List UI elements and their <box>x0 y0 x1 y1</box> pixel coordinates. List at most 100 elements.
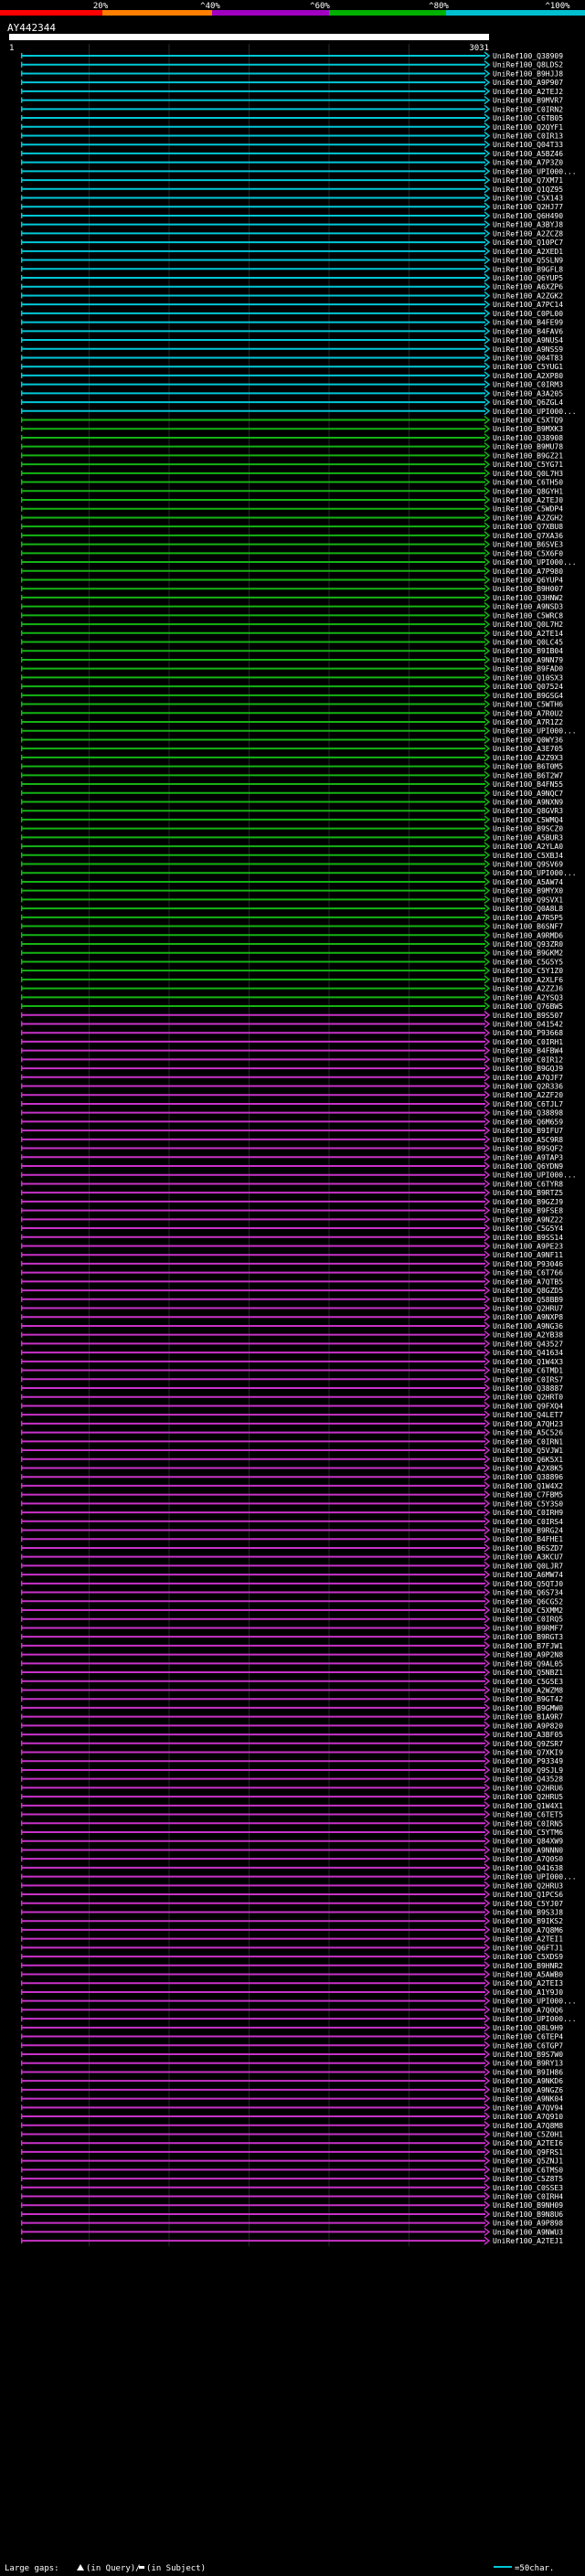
hit-label[interactable]: UniRef100_C5X6F0 <box>493 549 563 557</box>
hit-row[interactable]: UniRef100_Q8GYH1 <box>20 486 564 495</box>
hit-label[interactable]: UniRef100_B9GQJ9 <box>493 1065 563 1073</box>
hit-label[interactable]: UniRef100_A2YB38 <box>493 1331 563 1340</box>
hit-label[interactable]: UniRef100_A7R1Z2 <box>493 718 563 726</box>
hit-row[interactable]: UniRef100_A9RMD6 <box>20 930 564 939</box>
hit-label[interactable]: UniRef100_A9P907 <box>493 79 563 87</box>
hit-label[interactable]: UniRef100_A9NQC7 <box>493 790 563 798</box>
hit-label[interactable]: UniRef100_B9S3J8 <box>493 1908 563 1916</box>
hit-label[interactable]: UniRef100_Q6ZGL4 <box>493 398 563 407</box>
hit-row[interactable]: UniRef100_A3A205 <box>20 388 564 398</box>
hit-label[interactable]: UniRef100_Q07524 <box>493 683 563 691</box>
hit-label[interactable]: UniRef100_A3E705 <box>493 745 563 753</box>
hit-label[interactable]: UniRef100_C0SSE3 <box>493 2184 563 2192</box>
hit-row[interactable]: UniRef100_Q38908 <box>20 433 564 442</box>
hit-label[interactable]: UniRef100_Q1QZ95 <box>493 186 563 194</box>
hit-label[interactable]: UniRef100_Q5QTJ0 <box>493 1580 563 1588</box>
hit-row[interactable]: UniRef100_B9MXK3 <box>20 424 564 433</box>
hit-row[interactable]: UniRef100_P93349 <box>20 1756 564 1765</box>
hit-row[interactable]: UniRef100_B9MVR7 <box>20 96 564 105</box>
hit-row[interactable]: UniRef100_A2XED1 <box>20 247 564 256</box>
hit-row[interactable]: UniRef100_C0SSE3 <box>20 2183 564 2192</box>
hit-label[interactable]: UniRef100_A9NGZ6 <box>493 2086 563 2094</box>
hit-label[interactable]: UniRef100_A9NUS4 <box>493 336 563 345</box>
hit-row[interactable]: UniRef100_A2ZZJ6 <box>20 984 564 993</box>
hit-label[interactable]: UniRef100_B9S507 <box>493 1012 563 1020</box>
hit-label[interactable]: UniRef100_A2ZZJ6 <box>493 985 563 993</box>
hit-row[interactable]: UniRef100_Q6YUP5 <box>20 273 564 282</box>
hit-row[interactable]: UniRef100_B9GT42 <box>20 1694 564 1703</box>
hit-label[interactable]: UniRef100_Q2HRU6 <box>493 1784 563 1792</box>
hit-label[interactable]: UniRef100_A9NN79 <box>493 656 563 664</box>
hit-label[interactable]: UniRef100_A5C9R8 <box>493 1136 563 1144</box>
hit-row[interactable]: UniRef100_B9S507 <box>20 1011 564 1020</box>
hit-row[interactable]: UniRef100_Q58BB9 <box>20 1295 564 1304</box>
hit-row[interactable]: UniRef100_B9RG24 <box>20 1525 564 1535</box>
hit-label[interactable]: UniRef100_Q41638 <box>493 1864 563 1872</box>
hit-label[interactable]: UniRef100_B9HNR2 <box>493 1962 563 1970</box>
hit-label[interactable]: UniRef100_Q6YUP4 <box>493 576 563 584</box>
hit-label[interactable]: UniRef100_A9NXP8 <box>493 1313 563 1321</box>
hit-row[interactable]: UniRef100_A2X8K5 <box>20 1463 564 1472</box>
hit-row[interactable]: UniRef100_Q0WY36 <box>20 735 564 744</box>
hit-label[interactable]: UniRef100_Q84XW9 <box>493 1838 563 1846</box>
hit-row[interactable]: UniRef100_A9NSD3 <box>20 602 564 611</box>
hit-row[interactable]: UniRef100_C0IRM3 <box>20 380 564 389</box>
hit-label[interactable]: UniRef100_Q0L7H3 <box>493 470 563 478</box>
hit-row[interactable]: UniRef100_Q6H490 <box>20 211 564 220</box>
hit-row[interactable]: UniRef100_C6T766 <box>20 1268 564 1277</box>
hit-row[interactable]: UniRef100_C5Y3S0 <box>20 1499 564 1508</box>
hit-row[interactable]: UniRef100_UPI000... <box>20 557 577 567</box>
hit-row[interactable]: UniRef100_Q10PC7 <box>20 238 564 247</box>
hit-label[interactable]: UniRef100_Q8GZD5 <box>493 1287 563 1295</box>
hit-label[interactable]: UniRef100_P93046 <box>493 1260 563 1268</box>
hit-label[interactable]: UniRef100_C5G5E3 <box>493 1678 563 1686</box>
hit-label[interactable]: UniRef100_B6T0M5 <box>493 763 563 771</box>
hit-label[interactable]: UniRef100_Q2HRU5 <box>493 1793 563 1801</box>
hit-row[interactable]: UniRef100_C5G5Y5 <box>20 957 564 966</box>
hit-row[interactable]: UniRef100_Q9FRS1 <box>20 2147 564 2157</box>
hit-label[interactable]: UniRef100_UPI000... <box>493 408 577 416</box>
hit-row[interactable]: UniRef100_O41542 <box>20 1019 564 1028</box>
hit-row[interactable]: UniRef100_C7FBM5 <box>20 1490 564 1500</box>
hit-row[interactable]: UniRef100_Q6ZGL4 <box>20 398 564 407</box>
hit-row[interactable]: UniRef100_A2YLA0 <box>20 842 564 851</box>
hit-row[interactable]: UniRef100_Q6S734 <box>20 1587 564 1597</box>
hit-row[interactable]: UniRef100_A7Q0S0 <box>20 1854 564 1863</box>
hit-label[interactable]: UniRef100_A2ZGH2 <box>493 514 563 522</box>
hit-row[interactable]: UniRef100_B9IKS2 <box>20 1916 564 1925</box>
hit-row[interactable]: UniRef100_B9RGT3 <box>20 1632 564 1641</box>
hit-row[interactable]: UniRef100_UPI000... <box>20 407 577 416</box>
hit-label[interactable]: UniRef100_O41542 <box>493 1020 563 1028</box>
hit-label[interactable]: UniRef100_Q6M659 <box>493 1118 563 1126</box>
hit-label[interactable]: UniRef100_Q9SV69 <box>493 861 563 869</box>
hit-label[interactable]: UniRef100_B4FN55 <box>493 780 563 789</box>
hit-label[interactable]: UniRef100_B9RG24 <box>493 1527 563 1535</box>
hit-label[interactable]: UniRef100_A7PC14 <box>493 301 563 309</box>
hit-row[interactable]: UniRef100_A9TAP3 <box>20 1152 564 1161</box>
hit-label[interactable]: UniRef100_A2TEI3 <box>493 1979 563 1988</box>
hit-row[interactable]: UniRef100_A7Q910 <box>20 2112 564 2121</box>
hit-label[interactable]: UniRef100_C5XDS9 <box>493 1953 563 1961</box>
hit-row[interactable]: UniRef100_B9MU78 <box>20 442 564 451</box>
hit-row[interactable]: UniRef100_Q8LDS2 <box>20 60 564 69</box>
hit-row[interactable]: UniRef100_A2TEJ1 <box>20 2236 564 2245</box>
hit-row[interactable]: UniRef100_A5AW74 <box>20 877 564 886</box>
hit-label[interactable]: UniRef100_Q04T83 <box>493 354 563 362</box>
hit-row[interactable]: UniRef100_Q5SLN9 <box>20 255 564 265</box>
hit-row[interactable]: UniRef100_Q0L7H3 <box>20 469 564 478</box>
hit-label[interactable]: UniRef100_Q43527 <box>493 1340 563 1348</box>
hit-row[interactable]: UniRef100_A5C526 <box>20 1428 564 1437</box>
hit-label[interactable]: UniRef100_Q5NBZ1 <box>493 1669 563 1677</box>
hit-label[interactable]: UniRef100_B6SZD7 <box>493 1544 563 1553</box>
hit-row[interactable]: UniRef100_C5XDS9 <box>20 1952 564 1961</box>
hit-label[interactable]: UniRef100_C5WMQ4 <box>493 816 563 824</box>
hit-row[interactable]: UniRef100_Q0A8L8 <box>20 904 564 913</box>
hit-label[interactable]: UniRef100_Q8GVR3 <box>493 807 563 815</box>
hit-row[interactable]: UniRef100_A9NKD6 <box>20 2076 564 2085</box>
hit-row[interactable]: UniRef100_Q7XKI9 <box>20 1747 564 1757</box>
hit-row[interactable]: UniRef100_Q2QYF1 <box>20 122 564 132</box>
hit-row[interactable]: UniRef100_A3E705 <box>20 744 564 753</box>
hit-label[interactable]: UniRef100_C6TB05 <box>493 114 563 122</box>
hit-label[interactable]: UniRef100_Q3HNW2 <box>493 594 563 602</box>
hit-label[interactable]: UniRef100_A2ZGK2 <box>493 292 563 300</box>
